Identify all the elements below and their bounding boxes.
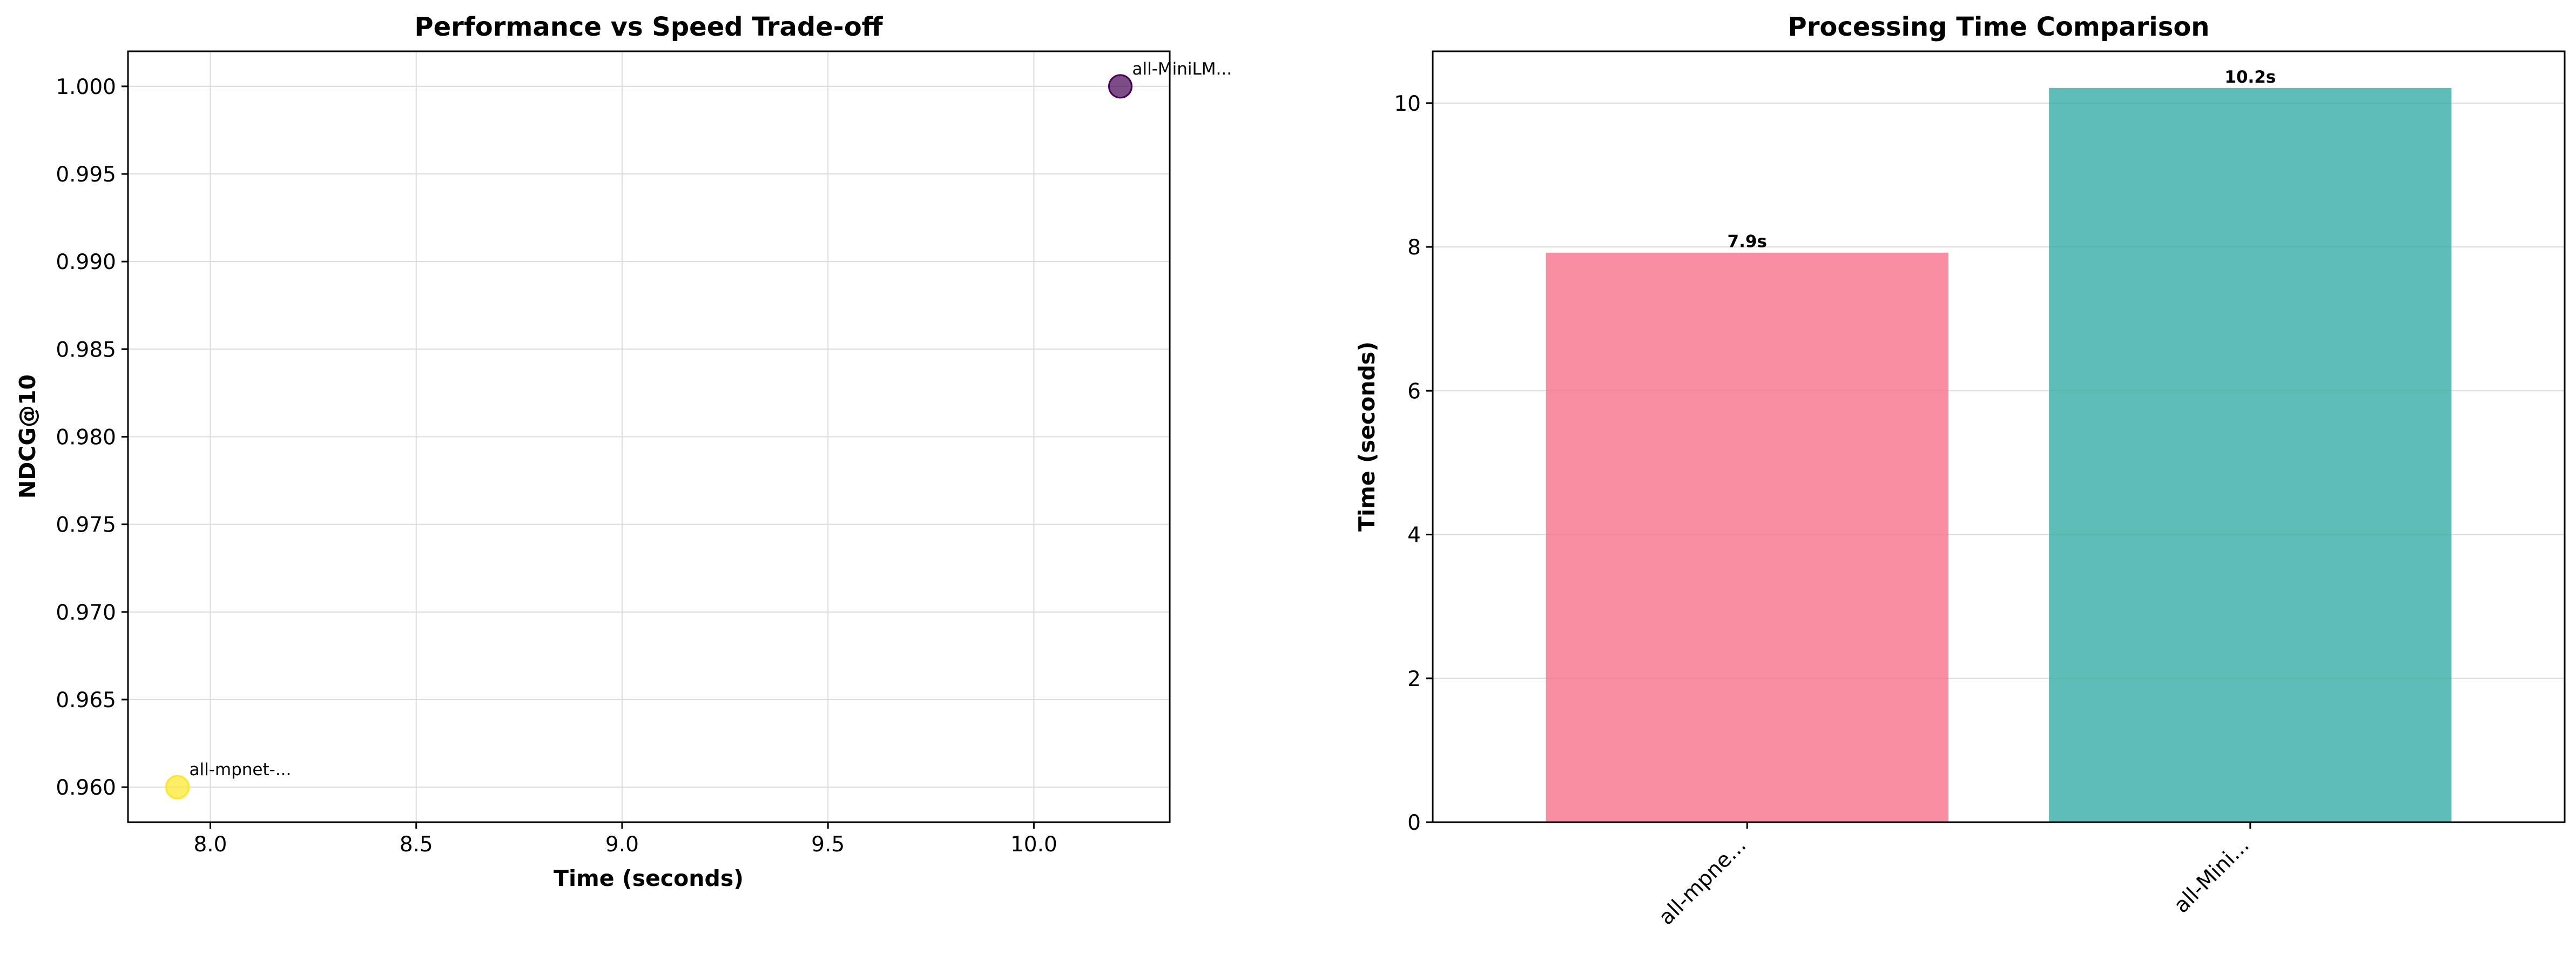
scatter-points: all-mpnet-... all-MiniLM... xyxy=(165,59,1232,800)
bar-plot-frame xyxy=(1432,50,2566,823)
scatter-y-tick-label: 0.965 xyxy=(56,688,116,713)
scatter-grid xyxy=(128,51,1170,822)
scatter-y-tick-label: 0.980 xyxy=(56,426,116,450)
scatter-x-axis-label: Time (seconds) xyxy=(554,865,744,891)
bar-y-tick-label: 8 xyxy=(1407,236,1421,260)
bar-y-tick-label: 6 xyxy=(1407,379,1421,404)
bars: 7.9s 10.2s xyxy=(1546,68,2452,822)
bar-y-tick-label: 2 xyxy=(1407,667,1421,691)
bar-x-ticks: all-mpne... all-Mini... xyxy=(1654,822,2254,930)
scatter-panel: all-mpnet-... all-MiniLM... 8.0 8.5 9.0 9.5 1… xyxy=(15,12,1232,891)
bar-y-tick-label: 0 xyxy=(1407,811,1421,835)
scatter-x-tick-label: 10.0 xyxy=(1010,832,1057,857)
scatter-x-ticks: 8.0 8.5 9.0 9.5 10.0 xyxy=(193,822,1057,857)
bar xyxy=(1546,252,1948,822)
bar-y-axis-label: Time (seconds) xyxy=(1354,341,1380,532)
scatter-y-axis-label: NDCG@10 xyxy=(15,374,41,499)
bar xyxy=(2049,88,2452,822)
scatter-x-tick-label: 8.0 xyxy=(193,832,227,857)
bar-title: Processing Time Comparison xyxy=(1788,12,2210,42)
scatter-point-label: all-MiniLM... xyxy=(1132,59,1232,79)
scatter-point-label: all-mpnet-... xyxy=(189,760,291,780)
scatter-x-tick-label: 8.5 xyxy=(400,832,433,857)
bar-y-tick-label: 10 xyxy=(1394,92,1421,116)
scatter-y-tick-label: 0.960 xyxy=(56,776,116,800)
scatter-y-tick-label: 0.995 xyxy=(56,163,116,187)
bar-y-tick-label: 4 xyxy=(1407,523,1421,548)
bar-x-tick-label: all-Mini... xyxy=(2169,833,2254,918)
scatter-point xyxy=(165,775,190,800)
scatter-y-tick-label: 0.985 xyxy=(56,338,116,362)
bar-value-label: 7.9s xyxy=(1728,232,1767,252)
bar-panel: 7.9s 10.2s all-mpne... all-Mini... 0 2 4 6 8 10… xyxy=(1354,12,2566,930)
scatter-x-tick-label: 9.0 xyxy=(605,832,639,857)
scatter-y-tick-label: 0.990 xyxy=(56,250,116,274)
bar-y-ticks: 0 2 4 6 8 10 xyxy=(1394,92,1433,835)
bar-x-tick-label: all-mpne... xyxy=(1654,833,1751,930)
scatter-y-tick-label: 0.970 xyxy=(56,601,116,625)
scatter-x-tick-label: 9.5 xyxy=(811,832,845,857)
scatter-y-tick-label: 0.975 xyxy=(56,513,116,538)
scatter-y-ticks: 0.960 0.965 0.970 0.975 0.980 0.985 0.990 0.995… xyxy=(56,75,128,800)
scatter-title: Performance vs Speed Trade-off xyxy=(414,12,883,42)
scatter-point xyxy=(1108,74,1133,99)
bar-value-label: 10.2s xyxy=(2224,68,2276,87)
scatter-y-tick-label: 1.000 xyxy=(56,75,116,99)
